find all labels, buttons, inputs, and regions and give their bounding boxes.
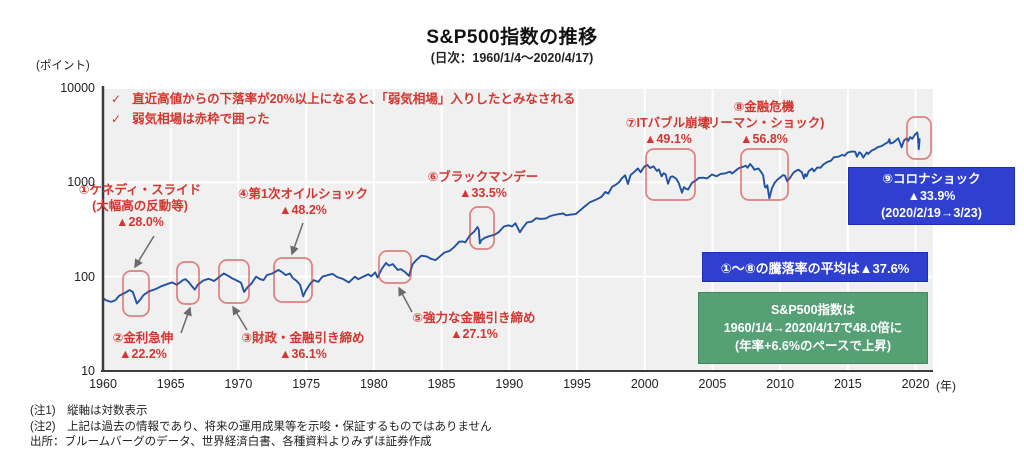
event-value: ▲33.5% — [459, 186, 507, 200]
growth-line: (年率+6.6%のペースで上昇) — [735, 339, 891, 353]
growth-summary-box: S&P500指数は 1960/1/4→2020/4/17で48.0倍に (年率+… — [698, 292, 928, 364]
event-sub: (2020/2/19→3/23) — [881, 205, 982, 220]
event-label: ⑨コロナショック — [882, 171, 981, 186]
note-line-2: ✓ 弱気相場は赤枠で囲った — [111, 109, 575, 129]
footnotes: (注1) 縦軸は対数表示 (注2) 上記は過去の情報であり、将来の運用成果等を示… — [30, 404, 492, 451]
bear-market-box-3 — [218, 259, 250, 304]
corona-shock-callout: ⑨コロナショック ▲33.9% (2020/2/19→3/23) — [848, 167, 1015, 225]
footnote-2: (注2) 上記は過去の情報であり、将来の運用成果等を示唆・保証するものではありま… — [30, 420, 492, 433]
event-value: ▲28.0% — [116, 215, 164, 229]
footnote-1: (注1) 縦軸は対数表示 — [30, 405, 148, 417]
y-axis-unit: (ポイント) — [36, 60, 90, 72]
growth-line: 1960/1/4→2020/4/17で48.0倍に — [723, 321, 903, 335]
bear-market-notes: ✓ 直近高値からの下落率が20%以上になると、「弱気相場」入りしたとみなされる … — [111, 89, 575, 129]
event-sub: (大幅高の反動等) — [92, 199, 188, 213]
event-value: ▲48.2% — [279, 203, 327, 217]
annotation-arrow-5 — [398, 286, 413, 313]
event-label: ⑥ブラックマンデー — [427, 170, 539, 184]
bear-market-box-7 — [645, 148, 696, 201]
event-value: ▲27.1% — [450, 327, 498, 341]
bear-market-box-9 — [906, 116, 932, 160]
event-sub: (リーマン・ショック) — [703, 116, 825, 130]
note-text: 弱気相場は赤枠で囲った — [132, 112, 270, 126]
event-value: ▲49.1% — [644, 132, 692, 146]
event-value: ▲22.2% — [119, 347, 167, 361]
bear-market-box-6 — [469, 206, 495, 250]
average-drop-banner: ①～⑧の騰落率の平均は▲37.6% — [702, 252, 928, 282]
event-value: ▲33.9% — [907, 188, 956, 203]
x-tick-label: 1965 — [156, 377, 185, 391]
chart-title: S&P500指数の推移 — [426, 27, 598, 48]
series-line-sp500 — [102, 131, 921, 305]
event-value: ▲36.1% — [279, 347, 327, 361]
event-annotation-5: ⑤強力な金融引き締め ▲27.1% — [412, 310, 535, 342]
y-tick-label: 100 — [74, 269, 95, 284]
x-axis-unit: (年) — [936, 379, 956, 393]
x-tick-label: 1980 — [359, 377, 388, 391]
annotation-arrow-2 — [180, 306, 192, 334]
y-tick-label: 10 — [81, 364, 95, 378]
event-label: ②金利急伸 — [112, 331, 174, 345]
event-value: ▲56.8% — [740, 132, 788, 146]
event-annotation-3: ③財政・金融引き締め ▲36.1% — [241, 330, 364, 362]
y-tick-label: 10000 — [60, 81, 95, 95]
x-tick-label: 1975 — [292, 377, 321, 391]
event-annotation-4: ④第1次オイルショック ▲48.2% — [238, 186, 368, 218]
growth-line: S&P500指数は — [770, 303, 856, 317]
event-annotation-8: ⑧金融危機 (リーマン・ショック) ▲56.8% — [704, 99, 825, 147]
note-line-1: ✓ 直近高値からの下落率が20%以上になると、「弱気相場」入りしたとみなされる — [111, 89, 575, 109]
annotation-arrow-4 — [290, 222, 304, 256]
event-annotation-2: ②金利急伸 ▲22.2% — [113, 330, 174, 362]
event-label: ④第1次オイルショック — [237, 187, 369, 201]
x-tick-label: 2010 — [766, 377, 795, 391]
event-label: ①ケネディ・スライド — [78, 183, 202, 197]
event-annotation-1: ①ケネディ・スライド (大幅高の反動等) ▲28.0% — [79, 182, 201, 230]
x-tick-label: 1990 — [495, 377, 524, 391]
x-tick-label: 1995 — [563, 377, 591, 391]
y-tick-label: 1000 — [67, 175, 95, 190]
x-tick-label: 1960 — [89, 377, 117, 391]
x-tick-label: 2005 — [698, 377, 727, 391]
x-tick-label: 2020 — [901, 377, 930, 391]
chart-subtitle: (日次：1960/1/4～2020/4/17) — [430, 51, 594, 65]
x-tick-label: 1985 — [427, 377, 456, 391]
annotation-arrow-3 — [232, 305, 248, 331]
annotation-arrow-1 — [134, 235, 155, 269]
x-tick-label: 2000 — [630, 377, 659, 391]
bear-market-box-5 — [378, 250, 412, 284]
event-label: ⑤強力な金融引き締め — [412, 311, 536, 325]
source-line: 出所：ブルームバーグのデータ、世界経済白書、各種資料よりみずほ証券作成 — [30, 436, 432, 448]
event-annotation-7: ⑦ITバブル崩壊 ▲49.1% — [626, 115, 710, 147]
bear-market-box-1 — [122, 270, 150, 317]
event-label: ⑧金融危機 — [733, 100, 795, 114]
bear-market-box-4 — [273, 257, 313, 303]
check-icon: ✓ — [111, 112, 122, 126]
average-drop-text: ①～⑧の騰落率の平均は▲37.6% — [720, 260, 910, 276]
x-tick-label: 2015 — [833, 377, 862, 391]
check-icon: ✓ — [111, 92, 122, 106]
event-label: ③財政・金融引き締め — [241, 331, 365, 345]
event-annotation-6: ⑥ブラックマンデー ▲33.5% — [428, 169, 539, 201]
bear-market-box-2 — [176, 261, 200, 305]
event-label: ⑦ITバブル崩壊 — [625, 116, 711, 130]
note-text: 直近高値からの下落率が20%以上になると、「弱気相場」入りしたとみなされる — [132, 92, 576, 106]
x-tick-label: 1970 — [224, 377, 253, 391]
bear-market-box-8 — [740, 148, 789, 201]
